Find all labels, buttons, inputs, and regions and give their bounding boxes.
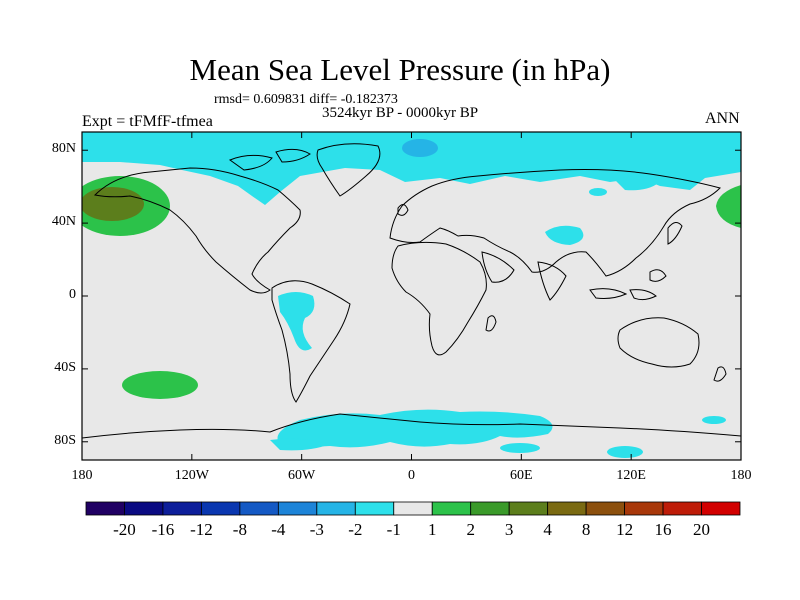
colorbar-label: -8 bbox=[232, 520, 247, 539]
antarctic-negative-anomaly-3 bbox=[500, 443, 540, 453]
colorbar-swatch bbox=[354, 501, 395, 516]
colorbar-swatch bbox=[277, 501, 318, 516]
colorbar-swatch bbox=[624, 501, 664, 516]
dateline-positive-anomaly bbox=[716, 185, 741, 228]
colorbar-swatch bbox=[201, 501, 241, 516]
colorbar bbox=[85, 501, 741, 516]
colorbar-swatch bbox=[162, 501, 202, 516]
colorbar-label: -2 bbox=[348, 520, 363, 539]
longitude-ticks bbox=[81, 132, 742, 460]
colorbar-swatch bbox=[508, 501, 549, 516]
south-pacific-positive-anomaly bbox=[122, 371, 198, 399]
colorbar-label: 12 bbox=[616, 520, 634, 539]
colorbar-swatch bbox=[547, 501, 587, 516]
colorbar-label: -20 bbox=[113, 520, 136, 539]
colorbar-swatch bbox=[124, 501, 164, 516]
colorbar-label: -1 bbox=[386, 520, 401, 539]
asia-negative-anomaly bbox=[545, 225, 584, 245]
lat-tick-label: 40S bbox=[54, 359, 76, 375]
lon-tick-label: 60E bbox=[510, 468, 533, 483]
colorbar-label: -12 bbox=[190, 520, 213, 539]
colorbar-label: -16 bbox=[151, 520, 175, 539]
experiment-label: Expt = tFMfF-tfmea bbox=[82, 113, 213, 130]
anomaly-fields bbox=[82, 132, 741, 458]
colorbar-swatch bbox=[316, 501, 356, 516]
colorbar-swatch bbox=[585, 501, 625, 516]
north-pacific-positive-core bbox=[82, 187, 144, 221]
colorbar-swatch bbox=[470, 501, 510, 516]
colorbar-swatch bbox=[393, 501, 433, 516]
lon-tick-label: 60W bbox=[288, 468, 316, 483]
lon-tick-label: 180 bbox=[730, 468, 752, 483]
arctic-negative-anomaly bbox=[82, 132, 741, 205]
antarctic-negative-anomaly-5 bbox=[702, 416, 726, 424]
siberia-negative-anomaly bbox=[615, 176, 662, 191]
map-title: Mean Sea Level Pressure (in hPa) bbox=[189, 52, 611, 87]
lat-tick-label: 0 bbox=[69, 287, 76, 302]
colorbar-swatch bbox=[431, 501, 472, 516]
colorbar-label: 20 bbox=[693, 520, 711, 539]
colorbar-swatch bbox=[701, 501, 741, 516]
antarctic-negative-anomaly-2 bbox=[270, 438, 330, 451]
south-america-negative-anomaly bbox=[278, 292, 315, 351]
lon-tick-label: 120W bbox=[174, 468, 209, 483]
colorbar-label: 4 bbox=[543, 520, 552, 539]
colorbar-swatch bbox=[662, 501, 702, 516]
lat-tick-label: 80S bbox=[54, 432, 76, 448]
latitude-ticks bbox=[82, 149, 741, 443]
colorbar-label: 16 bbox=[654, 520, 672, 539]
stats-text: rmsd= 0.609831 diff= -0.182373 bbox=[214, 92, 398, 107]
colorbar-label: -3 bbox=[309, 520, 324, 539]
coastlines bbox=[82, 143, 741, 439]
lat-tick-label: 40N bbox=[51, 214, 76, 230]
period-text: 3524kyr BP - 0000kyr BP bbox=[322, 105, 479, 121]
colorbar-label: 3 bbox=[504, 520, 514, 539]
colorbar-swatch bbox=[85, 501, 125, 516]
colorbar-label: 2 bbox=[466, 520, 475, 539]
lon-tick-label: 120E bbox=[616, 468, 646, 483]
lon-tick-label: 180 bbox=[71, 468, 93, 483]
colorbar-swatch bbox=[239, 501, 279, 516]
colorbar-label: -4 bbox=[271, 520, 286, 539]
season-label: ANN bbox=[705, 110, 740, 127]
colorbar-label: 8 bbox=[581, 520, 591, 539]
colorbar-label: 1 bbox=[427, 520, 437, 539]
antarctic-negative-anomaly-4 bbox=[607, 446, 643, 458]
antarctic-negative-anomaly bbox=[277, 409, 553, 448]
asia-negative-anomaly-small bbox=[589, 188, 607, 196]
lat-tick-label: 80N bbox=[51, 141, 76, 157]
arctic-core-anomaly bbox=[402, 139, 438, 157]
lon-tick-label: 0 bbox=[408, 468, 415, 483]
